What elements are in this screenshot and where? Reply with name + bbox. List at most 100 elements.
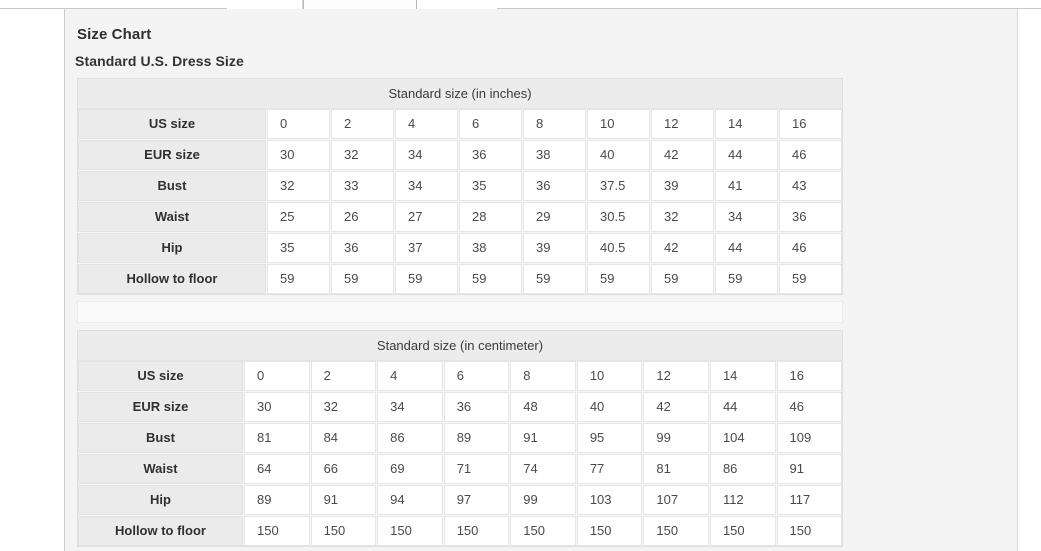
size-cell: 29 — [523, 202, 586, 232]
tab-inactive-right[interactable] — [417, 0, 497, 9]
size-cell: 32 — [331, 140, 394, 170]
size-cell: 38 — [459, 233, 522, 263]
content-panel: Size Chart Standard U.S. Dress Size Stan… — [64, 9, 1018, 551]
size-cell: 30.5 — [587, 202, 650, 232]
size-cell: 2 — [331, 109, 394, 139]
table-row: Hollow to floor 150 150 150 150 150 150 150 150 1… — [78, 516, 843, 546]
size-cell: 64 — [244, 454, 310, 484]
size-cell: 8 — [510, 361, 576, 391]
size-cell: 150 — [776, 516, 843, 546]
size-cell: 36 — [331, 233, 394, 263]
size-cell: 150 — [244, 516, 310, 546]
size-cell: 40.5 — [587, 233, 650, 263]
row-label: Waist — [78, 202, 266, 232]
size-cell: 150 — [377, 516, 443, 546]
size-cell: 86 — [709, 454, 776, 484]
size-cell: 91 — [510, 423, 576, 453]
size-cell: 36 — [459, 140, 522, 170]
size-table-body-centimeter: US size 0 2 4 6 8 10 12 14 16 EUR size 30 32 34 36 48 40… — [78, 361, 843, 546]
size-cell: 46 — [776, 392, 843, 422]
size-cell: 41 — [715, 171, 778, 201]
size-cell: 89 — [244, 485, 310, 515]
size-cell: 74 — [510, 454, 576, 484]
size-cell: 103 — [576, 485, 643, 515]
size-cell: 59 — [331, 264, 394, 294]
row-label: Hip — [78, 485, 243, 515]
size-cell: 35 — [459, 171, 522, 201]
table-caption-inches: Standard size (in inches) — [78, 79, 842, 109]
table-row: EUR size 30 32 34 36 38 40 42 44 46 — [78, 140, 842, 170]
size-cell: 14 — [709, 361, 776, 391]
size-cell: 81 — [244, 423, 310, 453]
size-cell: 97 — [443, 485, 510, 515]
row-label: US size — [78, 361, 243, 391]
size-cell: 150 — [310, 516, 377, 546]
size-cell: 37.5 — [587, 171, 650, 201]
size-table-centimeter: Standard size (in centimeter) US size 0 2 4… — [77, 330, 843, 547]
size-cell: 59 — [267, 264, 330, 294]
size-cell: 8 — [523, 109, 586, 139]
row-label: EUR size — [78, 140, 266, 170]
size-cell: 95 — [576, 423, 643, 453]
table-caption-centimeter: Standard size (in centimeter) — [78, 331, 842, 361]
row-label: US size — [78, 109, 266, 139]
size-cell: 36 — [443, 392, 510, 422]
size-cell: 2 — [310, 361, 377, 391]
size-cell: 81 — [643, 454, 709, 484]
row-label: Hollow to floor — [78, 516, 243, 546]
size-cell: 99 — [510, 485, 576, 515]
size-cell: 59 — [523, 264, 586, 294]
browser-tab-strip — [0, 0, 1041, 9]
table-row: US size 0 2 4 6 8 10 12 14 16 — [78, 361, 843, 391]
size-cell: 6 — [443, 361, 510, 391]
size-cell: 12 — [651, 109, 714, 139]
size-cell: 10 — [587, 109, 650, 139]
table-row: Waist 64 66 69 71 74 77 81 86 91 — [78, 454, 843, 484]
size-cell: 44 — [715, 233, 778, 263]
size-cell: 27 — [395, 202, 458, 232]
size-cell: 0 — [244, 361, 310, 391]
size-cell: 28 — [459, 202, 522, 232]
size-cell: 40 — [576, 392, 643, 422]
size-cell: 150 — [510, 516, 576, 546]
tab-active[interactable] — [303, 0, 417, 9]
table-row: Bust 32 33 34 35 36 37.5 39 41 43 — [78, 171, 842, 201]
size-cell: 4 — [377, 361, 443, 391]
size-table-inches: Standard size (in inches) US size 0 2 4 6 8 10… — [77, 78, 843, 295]
size-cell: 117 — [776, 485, 843, 515]
size-cell: 99 — [643, 423, 709, 453]
size-cell: 34 — [377, 392, 443, 422]
size-cell: 44 — [709, 392, 776, 422]
size-cell: 43 — [779, 171, 842, 201]
tab-inactive-left[interactable] — [227, 0, 303, 9]
size-cell: 0 — [267, 109, 330, 139]
size-cell: 34 — [395, 140, 458, 170]
size-cell: 59 — [459, 264, 522, 294]
size-cell: 46 — [779, 233, 842, 263]
size-cell: 59 — [587, 264, 650, 294]
size-cell: 16 — [779, 109, 842, 139]
row-label: Bust — [78, 423, 243, 453]
size-cell: 89 — [443, 423, 510, 453]
size-cell: 59 — [779, 264, 842, 294]
size-cell: 150 — [576, 516, 643, 546]
size-cell: 42 — [651, 140, 714, 170]
table-spacer — [77, 301, 843, 323]
size-cell: 69 — [377, 454, 443, 484]
size-cell: 32 — [651, 202, 714, 232]
row-label: Bust — [78, 171, 266, 201]
size-cell: 46 — [779, 140, 842, 170]
size-cell: 39 — [523, 233, 586, 263]
size-cell: 150 — [643, 516, 709, 546]
size-cell: 37 — [395, 233, 458, 263]
size-cell: 30 — [267, 140, 330, 170]
size-cell: 39 — [651, 171, 714, 201]
size-cell: 34 — [395, 171, 458, 201]
row-label: Hollow to floor — [78, 264, 266, 294]
page-subtitle: Standard U.S. Dress Size — [75, 53, 244, 69]
size-cell: 16 — [776, 361, 843, 391]
size-cell: 86 — [377, 423, 443, 453]
size-cell: 26 — [331, 202, 394, 232]
size-cell: 14 — [715, 109, 778, 139]
table-row: Hip 89 91 94 97 99 103 107 112 117 — [78, 485, 843, 515]
